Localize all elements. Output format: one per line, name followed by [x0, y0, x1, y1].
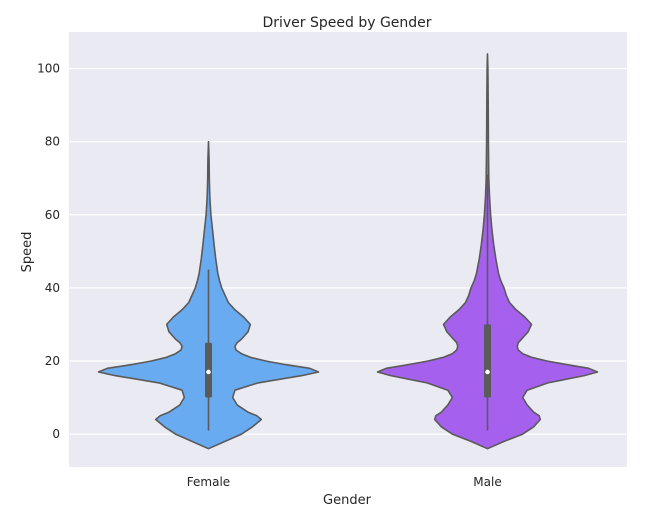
- y-tick-label: 80: [45, 135, 60, 149]
- violin-male: [376, 53, 599, 450]
- y-tick-label: 20: [45, 354, 60, 368]
- x-tick-label: Male: [473, 475, 501, 489]
- violin-median-point: [485, 369, 490, 375]
- violin-female: [97, 140, 320, 450]
- y-tick-label: 0: [52, 427, 60, 441]
- x-axis-label: Gender: [323, 493, 372, 508]
- violin-median-point: [206, 369, 211, 375]
- violins: [97, 53, 599, 450]
- y-tick-label: 60: [45, 208, 60, 222]
- plot-background: [69, 32, 627, 467]
- violin-iqr-box: [484, 324, 491, 398]
- x-tick-label: Female: [187, 475, 230, 489]
- y-tick-labels: 0 20 40 60 80 100: [37, 62, 60, 442]
- y-tick-label: 40: [45, 281, 60, 295]
- x-tick-labels: Female Male: [187, 475, 502, 489]
- chart-title: Driver Speed by Gender: [262, 15, 431, 31]
- y-tick-label: 100: [37, 62, 60, 76]
- y-axis-label: Speed: [20, 232, 35, 273]
